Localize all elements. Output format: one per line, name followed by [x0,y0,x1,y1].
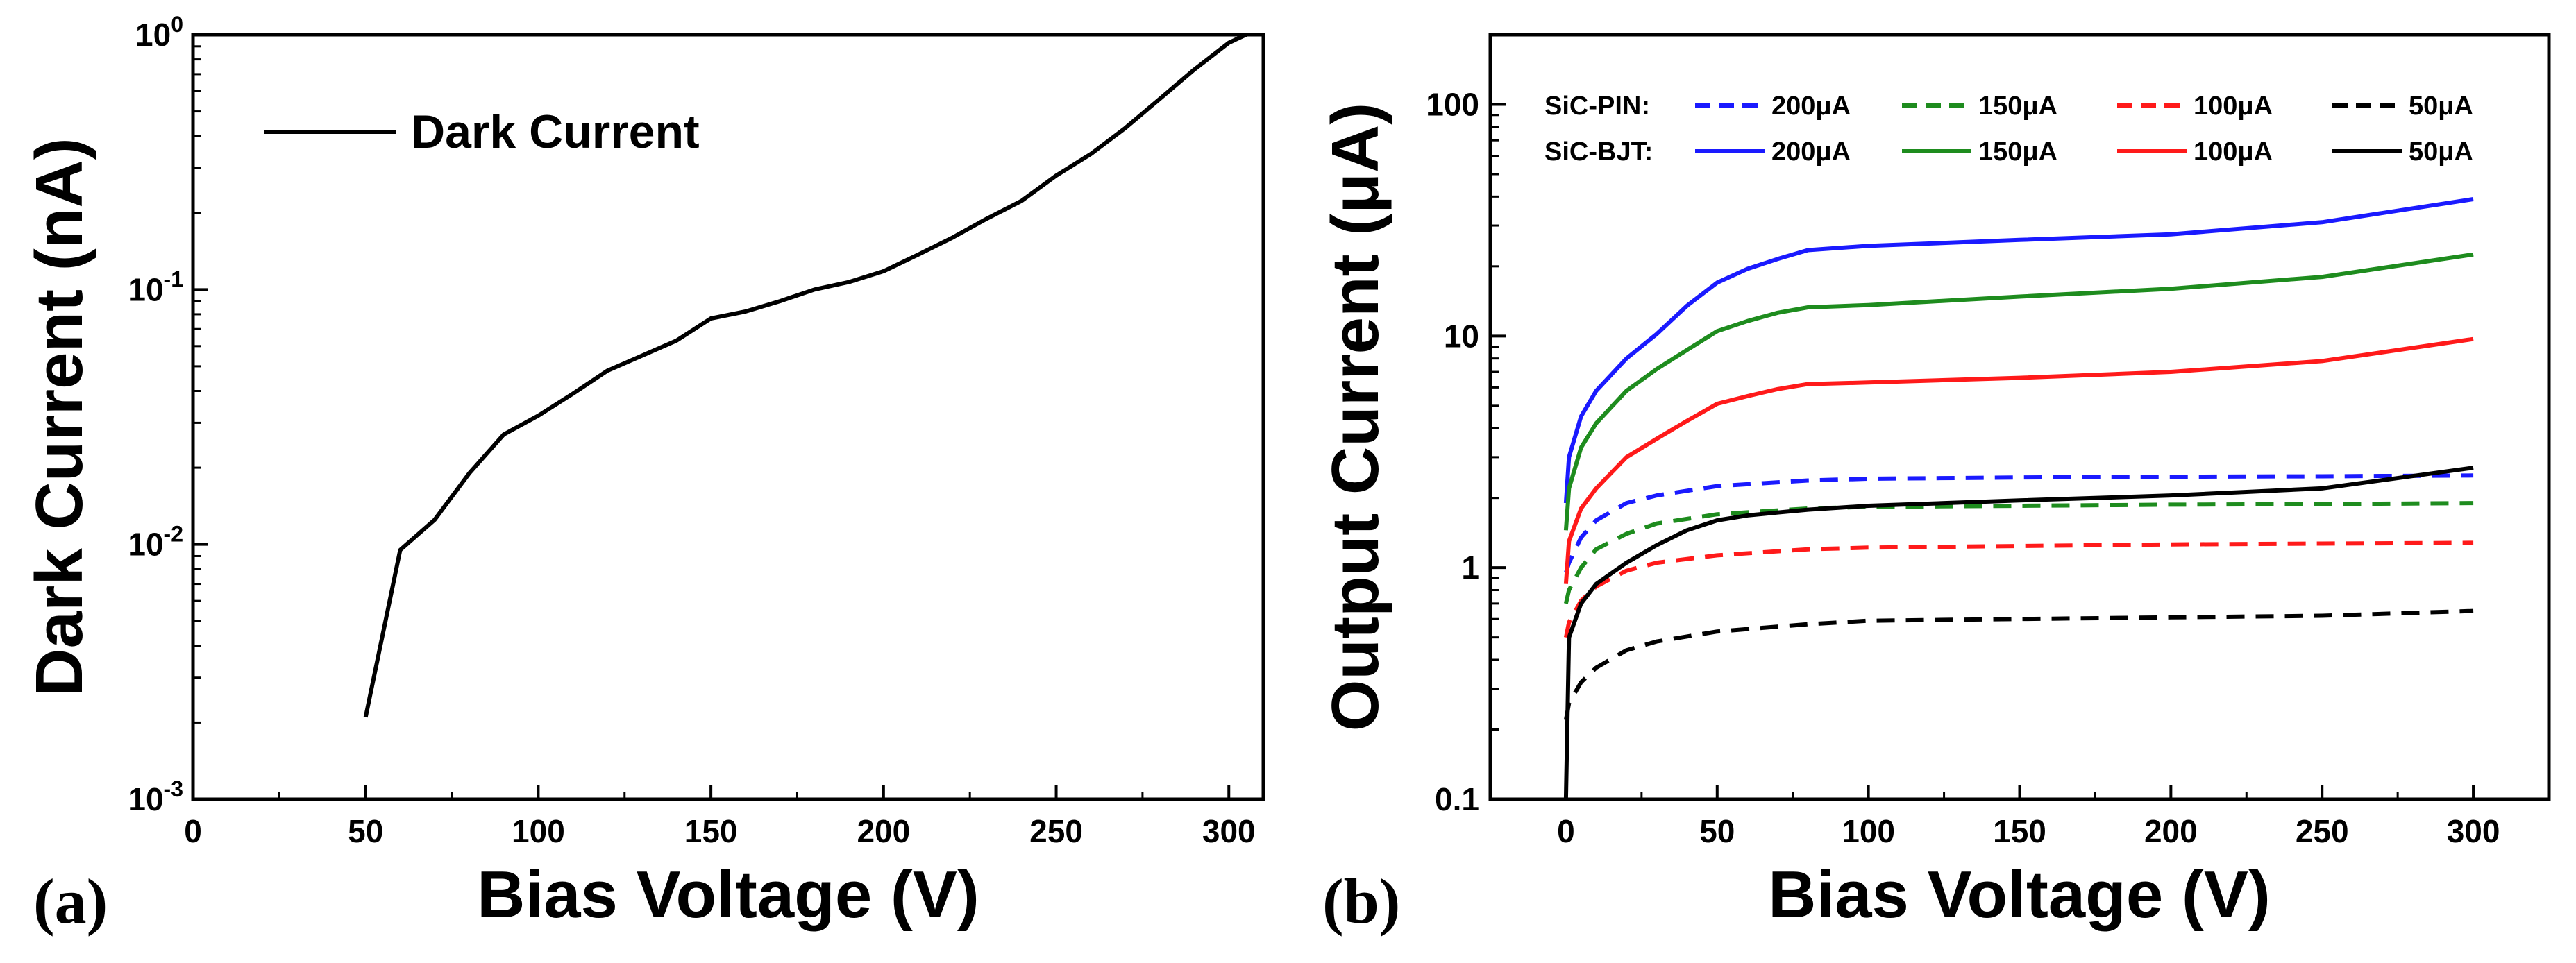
x-tick-label: 0 [1557,813,1575,849]
y-tick-label: 0.1 [1435,781,1479,817]
legend-entry-label: 200μA [1771,92,1851,121]
x-tick-label: 250 [2296,813,2349,849]
series-line-sic-bjt-50-a [1563,466,2474,800]
y-axis-title: Dark Current (nA) [22,137,96,696]
x-tick-label: 200 [2144,813,2198,849]
panel-a-dark-current-chart: (a) 0 50 100 150 200 250 300 10-3 10-2 10-1 100 Bia… [22,12,1265,937]
x-tick-label: 200 [857,813,910,849]
legend-entry-label: 100μA [2194,92,2273,121]
legend-entry-label: 50μA [2409,137,2473,167]
x-tick-label: 50 [1699,813,1735,849]
y-tick-label: 10 [1444,318,1479,354]
legend-entry-label: 100μA [2194,137,2273,167]
panel-a-label: (a) [33,866,108,937]
legend-entry-label: 150μA [1978,92,2057,121]
y-tick-label: 100 [135,12,183,53]
x-tick-label: 100 [512,813,565,849]
legend-entry-label: 150μA [1978,137,2057,167]
x-tick-label: 100 [1842,813,1895,849]
legend-row-label: SiC-PIN: [1544,92,1650,121]
y-axis-title: Output Current (μA) [1318,103,1392,732]
series-line-sic-bjt-100-a [1563,336,2474,584]
series-line-sic-pin-100-a [1563,540,2474,638]
legend-label: Dark Current [411,105,700,158]
y-tick-label: 100 [1426,86,1479,122]
y-tick-label: 10-3 [128,776,183,817]
series-line-sic-pin-150-a [1563,501,2474,604]
legend-entry-label: 200μA [1771,137,1851,167]
x-tick-label: 150 [684,813,738,849]
x-tick-label: 150 [1993,813,2046,849]
legend-row-label: SiC-BJT: [1544,137,1653,167]
x-tick-label: 300 [2447,813,2500,849]
legend: Dark Current [264,105,700,158]
x-axis-title: Bias Voltage (V) [1768,858,2271,932]
series-line-sic-pin-200-a [1564,473,2474,574]
x-tick-label: 250 [1029,813,1083,849]
series-line-sic-bjt-150-a [1563,252,2474,531]
y-tick-label: 10-1 [128,266,183,307]
panel-b-label: (b) [1322,866,1400,937]
x-axis-title: Bias Voltage (V) [477,858,979,932]
x-tick-label: 50 [348,813,383,849]
y-tick-label: 10-2 [128,522,183,563]
plot-frame [191,33,1265,801]
x-tick-label: 0 [184,813,202,849]
x-tick-label: 300 [1202,813,1256,849]
legend: SiC-PIN: 200μA 150μA 100μA 50μA SiC-BJT: 200μA… [1544,92,2473,167]
series-line-dark-current [363,33,1247,718]
y-tick-label: 1 [1461,549,1479,586]
series-line-sic-bjt-200-a [1563,197,2474,504]
series-line-sic-pin-50-a [1563,608,2474,721]
legend-entry-label: 50μA [2409,92,2473,121]
panel-b-output-current-chart: (b) 0 50 100 150 200 250 300 0.1 1 10 100 Bias Volt… [1318,33,2551,937]
